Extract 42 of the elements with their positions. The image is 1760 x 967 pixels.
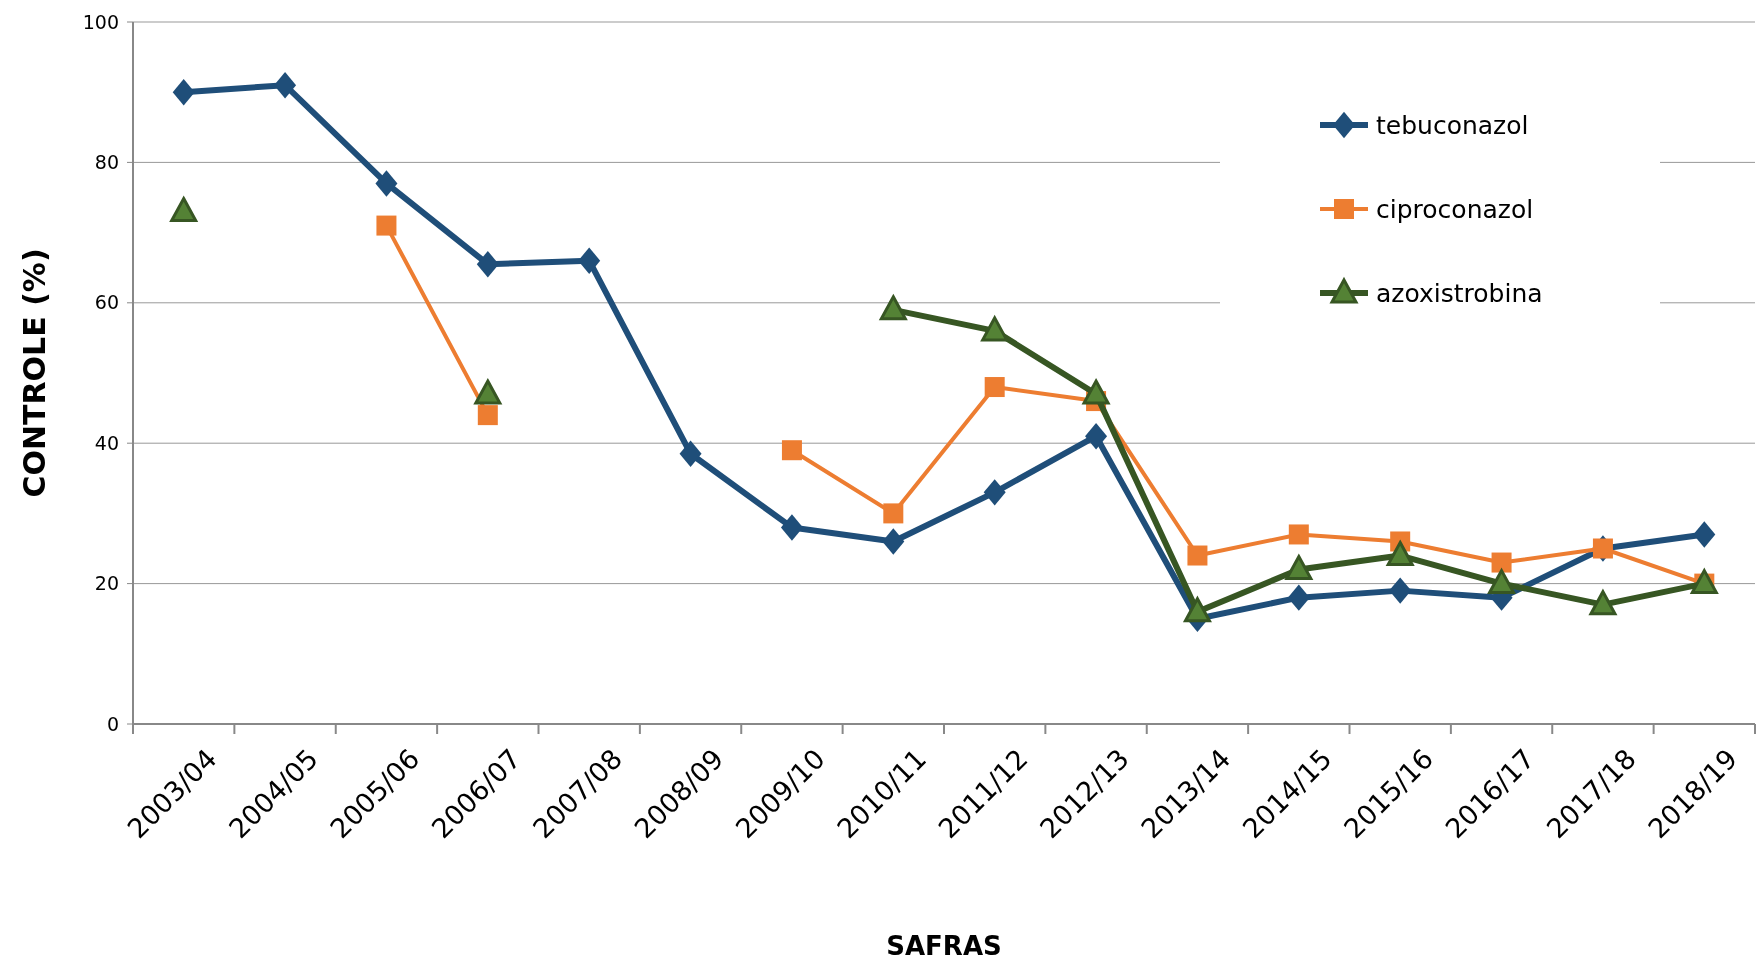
point bbox=[679, 440, 702, 467]
point bbox=[882, 528, 905, 555]
point bbox=[376, 215, 397, 236]
x-axis-title: SAFRAS bbox=[886, 931, 1002, 961]
point bbox=[1386, 541, 1414, 567]
point bbox=[1285, 555, 1313, 581]
point bbox=[1389, 577, 1412, 604]
legend-label: ciproconazol bbox=[1376, 194, 1534, 224]
point bbox=[172, 79, 195, 106]
point bbox=[1288, 524, 1309, 545]
y-tick-label: 0 bbox=[106, 712, 119, 735]
legend-label: azoxistrobina bbox=[1376, 278, 1543, 308]
y-tick-label: 40 bbox=[94, 431, 119, 454]
legend-label: tebuconazol bbox=[1376, 110, 1529, 140]
point bbox=[1082, 379, 1110, 405]
point bbox=[474, 379, 502, 405]
point bbox=[1183, 597, 1211, 623]
point bbox=[1287, 584, 1310, 611]
y-tick-label: 80 bbox=[94, 151, 119, 174]
point bbox=[780, 514, 803, 541]
point bbox=[1491, 552, 1512, 573]
point bbox=[883, 503, 904, 524]
point bbox=[984, 377, 1005, 398]
point bbox=[981, 316, 1009, 342]
point bbox=[1488, 569, 1516, 595]
point bbox=[1187, 545, 1208, 566]
point bbox=[1589, 590, 1617, 616]
point bbox=[983, 479, 1006, 506]
point bbox=[477, 405, 498, 426]
point bbox=[274, 71, 297, 99]
point bbox=[476, 250, 499, 278]
point bbox=[578, 247, 601, 274]
point bbox=[1085, 422, 1108, 450]
point bbox=[170, 197, 198, 223]
point bbox=[781, 440, 802, 461]
y-tick-label: 100 bbox=[82, 10, 119, 33]
point bbox=[1693, 521, 1716, 548]
y-tick-label: 20 bbox=[94, 572, 119, 595]
point bbox=[375, 170, 398, 197]
point bbox=[879, 295, 907, 321]
y-axis-title: CONTROLE (%) bbox=[17, 248, 52, 498]
y-tick-label: 60 bbox=[94, 291, 119, 314]
